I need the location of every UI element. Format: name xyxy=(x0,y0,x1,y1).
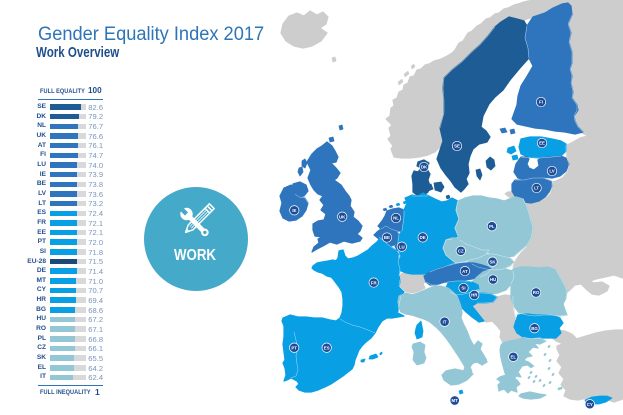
svg-text:ES: ES xyxy=(324,345,330,350)
svg-text:CZ: CZ xyxy=(458,249,464,254)
svg-text:RO: RO xyxy=(533,290,540,295)
svg-text:LU: LU xyxy=(399,244,405,249)
svg-text:UK: UK xyxy=(339,214,346,219)
svg-text:SK: SK xyxy=(489,259,496,264)
svg-text:BE: BE xyxy=(384,235,390,240)
svg-text:HR: HR xyxy=(471,293,478,298)
svg-text:SI: SI xyxy=(461,286,465,291)
svg-text:DK: DK xyxy=(421,165,428,170)
svg-text:CY: CY xyxy=(587,402,593,407)
svg-text:EE: EE xyxy=(539,141,545,146)
svg-text:NL: NL xyxy=(393,216,399,221)
svg-text:DE: DE xyxy=(420,235,426,240)
svg-text:SE: SE xyxy=(454,144,460,149)
svg-text:HU: HU xyxy=(490,277,496,282)
svg-text:PT: PT xyxy=(291,345,297,350)
svg-text:PL: PL xyxy=(489,224,495,229)
svg-text:LT: LT xyxy=(534,186,539,191)
svg-text:LV: LV xyxy=(549,169,554,174)
svg-text:IT: IT xyxy=(443,319,447,324)
svg-text:MT: MT xyxy=(452,398,459,403)
svg-text:BG: BG xyxy=(531,326,538,331)
svg-text:IE: IE xyxy=(292,208,296,213)
svg-text:EL: EL xyxy=(510,355,516,360)
svg-text:AT: AT xyxy=(462,269,468,274)
svg-text:FR: FR xyxy=(371,280,378,285)
svg-text:FI: FI xyxy=(539,100,543,105)
